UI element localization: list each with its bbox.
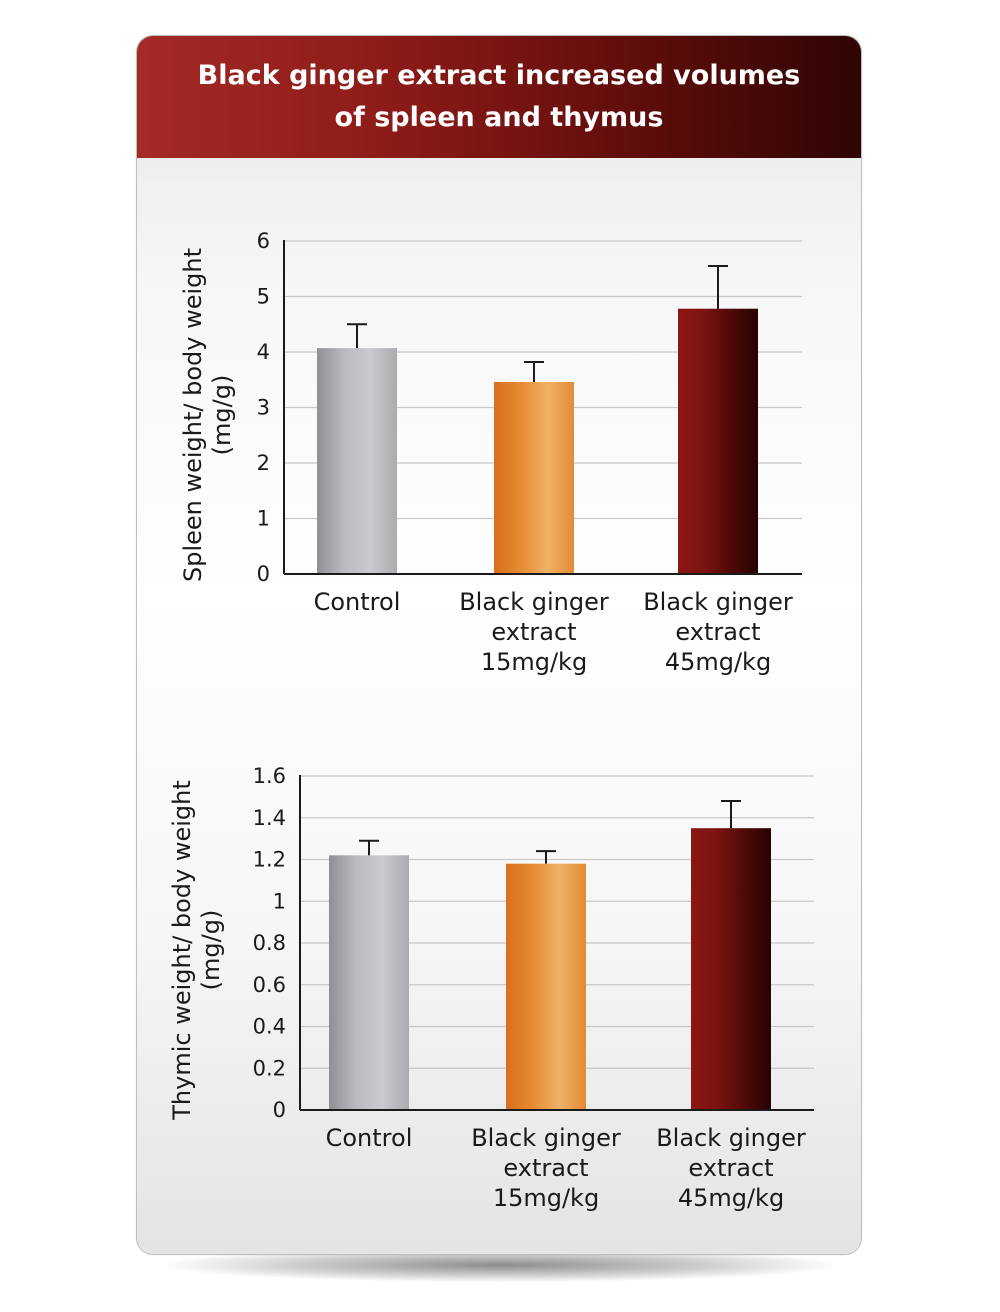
bar	[329, 855, 409, 1110]
x-category-label: Black ginger extract 45mg/kg	[656, 1124, 806, 1212]
x-category-label-line: Control	[314, 588, 401, 616]
y-tick-label: 5	[257, 285, 270, 309]
card-header: Black ginger extract increased volumes o…	[137, 36, 861, 158]
y-tick-label: 0.2	[253, 1056, 286, 1080]
y-tick-label: 4	[257, 340, 270, 364]
x-category-label-line: Black ginger	[459, 588, 609, 616]
x-category-label-line: extract	[675, 618, 760, 646]
y-tick-label: 0.6	[253, 973, 286, 997]
card-title: Black ginger extract increased volumes o…	[197, 60, 801, 133]
y-tick-label: 1	[257, 507, 270, 531]
x-category-label-line: Black ginger	[471, 1124, 621, 1152]
y-tick-label: 0.8	[253, 931, 286, 955]
y-axis-label-line: (mg/g)	[197, 910, 225, 991]
bar	[678, 308, 758, 574]
x-category-label-line: 15mg/kg	[481, 648, 587, 676]
y-axis-label: Thymic weight/ body weight(mg/g)	[168, 780, 225, 1120]
x-category-label-line: Control	[326, 1124, 413, 1152]
y-tick-label: 0	[273, 1098, 286, 1122]
y-tick-label: 0	[257, 562, 270, 586]
y-tick-label: 1	[273, 889, 286, 913]
x-category-label: Black ginger extract 45mg/kg	[643, 588, 793, 676]
y-axis-label: Spleen weight/ body weight(mg/g)	[179, 248, 236, 582]
x-category-label-line: 45mg/kg	[678, 1184, 784, 1212]
x-category-label-line: 45mg/kg	[665, 648, 771, 676]
y-axis-label-line: Spleen weight/ body weight	[179, 248, 207, 582]
y-tick-label: 6	[257, 229, 270, 253]
x-category-label-line: extract	[688, 1154, 773, 1182]
bar	[494, 381, 574, 574]
y-axis-label-line: Thymic weight/ body weight	[168, 780, 196, 1120]
x-category-label: Control	[314, 588, 401, 616]
x-category-label-line: Black ginger	[656, 1124, 806, 1152]
x-category-label-line: extract	[491, 618, 576, 646]
y-axis-label-line: (mg/g)	[208, 375, 236, 456]
x-category-label: Control	[326, 1124, 413, 1152]
x-category-label-line: 15mg/kg	[493, 1184, 599, 1212]
bar	[506, 863, 586, 1110]
x-category-label: Black ginger extract 15mg/kg	[459, 588, 609, 676]
x-category-label: Black ginger extract 15mg/kg	[471, 1124, 621, 1212]
y-tick-label: 1.4	[253, 806, 286, 830]
y-tick-label: 1.2	[253, 848, 286, 872]
bar	[317, 348, 397, 574]
x-category-label-line: extract	[503, 1154, 588, 1182]
y-tick-label: 0.4	[253, 1015, 286, 1039]
y-tick-label: 2	[257, 451, 270, 475]
y-tick-label: 1.6	[253, 764, 286, 788]
bar	[691, 828, 771, 1110]
x-category-label-line: Black ginger	[643, 588, 793, 616]
y-tick-label: 3	[257, 396, 270, 420]
